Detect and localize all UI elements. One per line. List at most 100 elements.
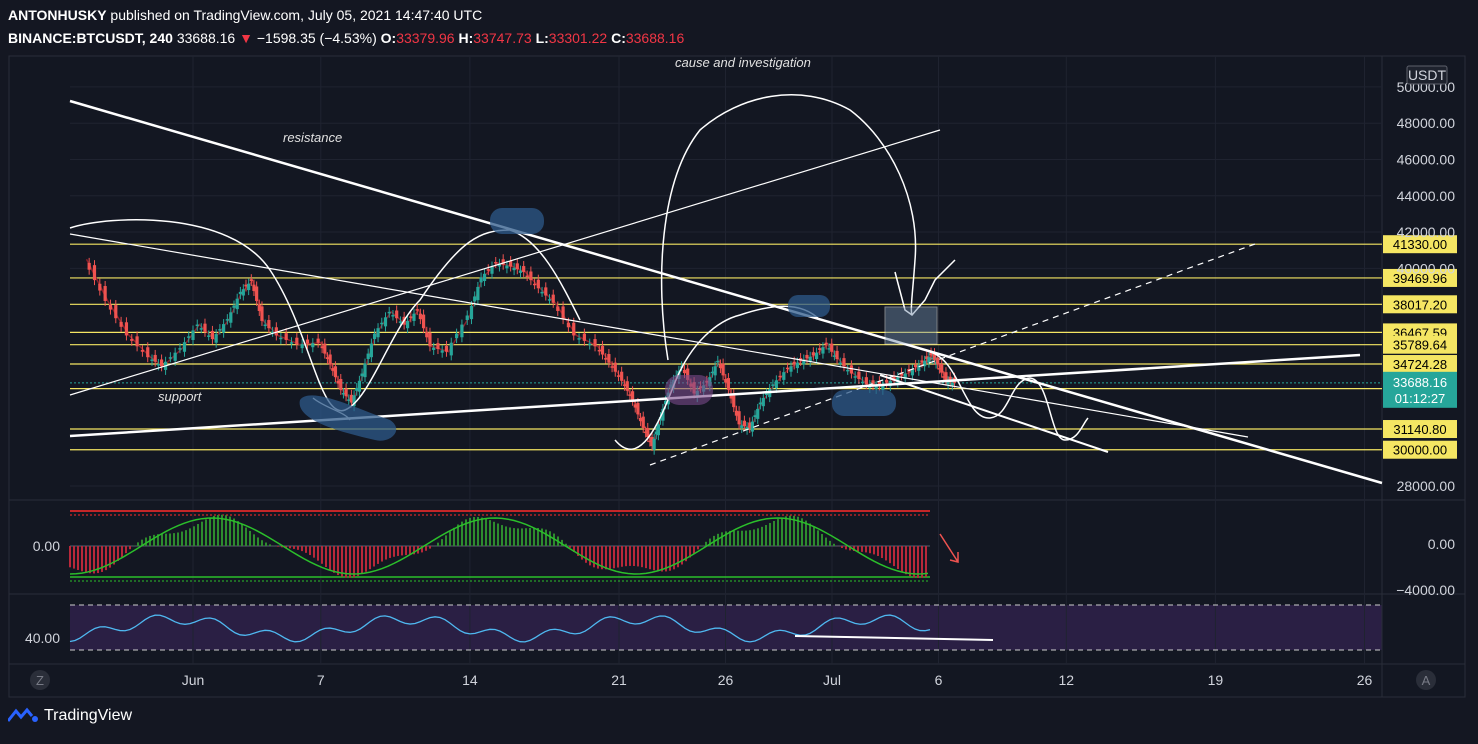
candle (661, 408, 665, 421)
candle (235, 298, 239, 310)
candle (210, 330, 215, 340)
author-name[interactable]: ANTONHUSKY (8, 7, 107, 23)
candle (656, 424, 661, 436)
price-tick: 28000.00 (1397, 478, 1456, 494)
level-tag-label: 39469.96 (1393, 271, 1447, 286)
level-tag-label: 35789.64 (1393, 338, 1447, 353)
candle (135, 336, 139, 347)
candle (892, 376, 896, 379)
dashed-projection (649, 243, 1256, 466)
tradingview-logo-icon (8, 707, 38, 722)
candle (182, 342, 187, 352)
low-value: 33301.22 (548, 30, 608, 46)
candle (726, 378, 731, 390)
candle (547, 299, 552, 301)
candle (92, 265, 97, 281)
candle (910, 369, 915, 376)
open-value: 33379.96 (396, 30, 455, 46)
candle (748, 422, 752, 428)
divergence-line (794, 635, 994, 641)
candle (936, 357, 940, 365)
candle (421, 314, 426, 329)
momentum-left-label: 0.00 (33, 538, 60, 554)
candle (884, 379, 889, 383)
candle (271, 331, 275, 334)
level-tag-label: 41330.00 (1393, 237, 1447, 252)
publish-info: ANTONHUSKY published on TradingView.com,… (8, 7, 482, 23)
candle (168, 357, 172, 359)
candle (383, 317, 388, 327)
candle (405, 320, 410, 329)
candle (476, 286, 480, 301)
candle (257, 304, 261, 311)
candle (824, 342, 828, 345)
candle (940, 364, 944, 373)
candle (737, 411, 741, 425)
candle (114, 305, 118, 319)
level-tag (1383, 235, 1457, 254)
candle (415, 309, 419, 311)
candle (249, 279, 253, 282)
time-tick: Jun (182, 672, 205, 688)
candle (745, 427, 749, 430)
candle (279, 337, 283, 340)
candle (821, 347, 825, 354)
candle (108, 304, 113, 310)
annotation-resistance: resistance (283, 130, 342, 145)
candle (199, 328, 203, 330)
candle (355, 388, 359, 391)
candle (942, 376, 946, 378)
horizontal-levels: 41330.0039469.9638017.2036467.5935789.64… (70, 235, 1457, 459)
candle (874, 385, 878, 389)
candle (357, 380, 362, 392)
candle (363, 363, 367, 378)
level-tag-label: 34724.28 (1393, 357, 1447, 372)
candle (479, 277, 483, 283)
candle (295, 337, 299, 345)
candle (842, 358, 846, 367)
candle (366, 353, 370, 360)
low-label: L: (535, 30, 549, 46)
candle (771, 384, 775, 386)
annotations: cause and investigation resistance support (158, 55, 811, 404)
candle (920, 360, 924, 363)
candle (341, 393, 346, 395)
candle (566, 322, 571, 328)
candle (686, 368, 690, 380)
candle (349, 394, 354, 403)
candle (795, 362, 799, 369)
candle (525, 275, 529, 278)
candle (436, 343, 440, 350)
symbol-label: BINANCE:BTCUSDT, 240 (8, 30, 173, 46)
price-tick: 48000.00 (1397, 115, 1456, 131)
candle (195, 324, 199, 327)
publish-text: published on TradingView.com, July 05, 2… (110, 7, 483, 23)
candle (316, 338, 320, 343)
candle (412, 313, 416, 321)
candle (540, 291, 544, 294)
candle (761, 398, 765, 407)
candle (785, 367, 790, 370)
axes: 50000.0048000.0046000.0044000.0042000.00… (25, 65, 1456, 690)
candle (369, 343, 373, 358)
level-tag-label: 31140.80 (1393, 422, 1446, 437)
last-price: 33688.16 (176, 30, 236, 46)
candle (344, 388, 348, 397)
candle (838, 362, 842, 365)
candle (501, 259, 505, 265)
time-tick: 14 (462, 672, 478, 688)
candle (600, 345, 605, 355)
candle (376, 328, 380, 338)
current-price-tag (1383, 371, 1457, 408)
chart-frame (8, 55, 1466, 698)
candle (331, 368, 335, 371)
candle (572, 322, 576, 336)
candle (130, 339, 134, 341)
candle (846, 369, 850, 372)
tradingview-brand[interactable]: TradingView (8, 707, 132, 725)
log-scale-button (30, 670, 50, 690)
candle (756, 408, 760, 419)
candle (551, 294, 555, 303)
candle (832, 355, 836, 357)
